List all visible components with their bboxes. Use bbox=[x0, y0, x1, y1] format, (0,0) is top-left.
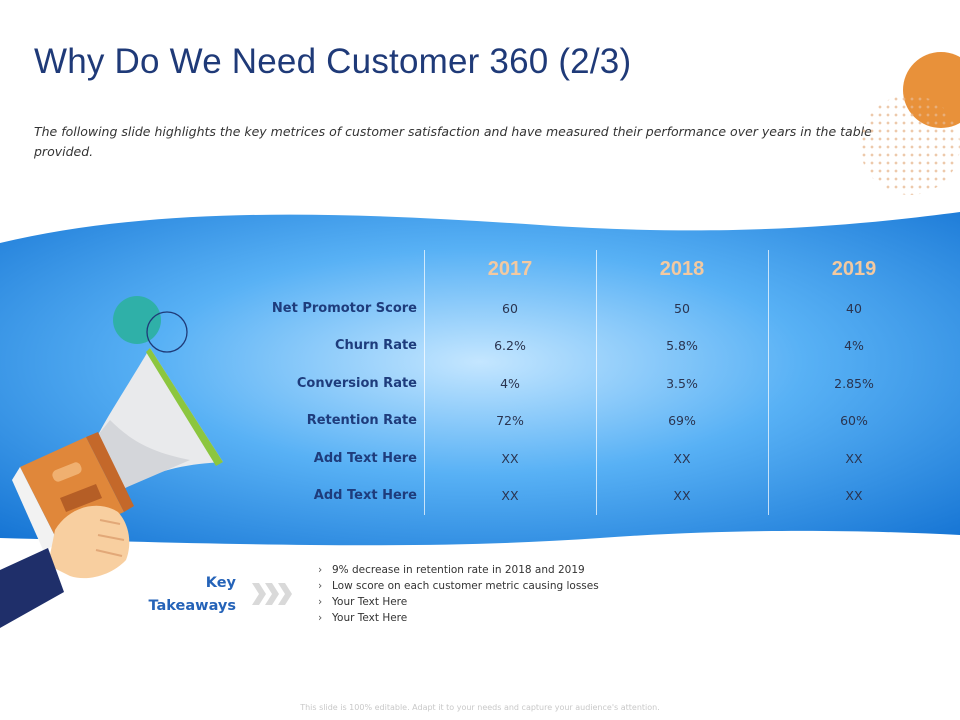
table-cell: XX bbox=[845, 488, 863, 503]
triple-chevron-right-icon bbox=[252, 583, 292, 605]
table-cell: 50 bbox=[674, 301, 690, 316]
table-cell: 60 bbox=[502, 301, 518, 316]
decorative-dot-pattern bbox=[860, 95, 960, 195]
bullet-chevron-icon: › bbox=[318, 612, 323, 624]
table-cell: 2.85% bbox=[834, 376, 874, 391]
table-cell: 5.8% bbox=[666, 338, 698, 353]
table-cell: 60% bbox=[840, 413, 868, 428]
row-label-net-promotor-score: Net Promotor Score bbox=[271, 301, 417, 316]
year-header-2019: 2019 bbox=[831, 258, 877, 280]
table-cell: XX bbox=[501, 451, 519, 466]
table-cell: 6.2% bbox=[494, 338, 526, 353]
row-label-retention-rate: Retention Rate bbox=[306, 413, 417, 428]
year-header-2017: 2017 bbox=[487, 258, 533, 280]
table-cell: 72% bbox=[496, 413, 524, 428]
table-cell: 69% bbox=[668, 413, 696, 428]
bullet-chevron-icon: › bbox=[318, 564, 323, 576]
row-label-churn-rate: Churn Rate bbox=[334, 338, 417, 353]
row-label-conversion-rate: Conversion Rate bbox=[296, 376, 417, 391]
list-item: › 9% decrease in retention rate in 2018 a… bbox=[318, 564, 585, 576]
column-divider bbox=[424, 250, 425, 515]
row-label-add-text: Add Text Here bbox=[313, 451, 417, 466]
row-label-add-text: Add Text Here bbox=[313, 488, 417, 503]
bullet-chevron-icon: › bbox=[318, 596, 323, 608]
table-cell: XX bbox=[501, 488, 519, 503]
table-cell: XX bbox=[673, 451, 691, 466]
list-item: › Low score on each customer metric causi… bbox=[318, 580, 599, 592]
footer-note: This slide is 100% editable. Adapt it to… bbox=[300, 703, 660, 712]
table-cell: 4% bbox=[500, 376, 520, 391]
megaphone-icon bbox=[0, 296, 223, 628]
table-cell: XX bbox=[845, 451, 863, 466]
table-cell: 4% bbox=[844, 338, 864, 353]
table-cell: 3.5% bbox=[666, 376, 698, 391]
slide-subtitle: The following slide highlights the key m… bbox=[34, 124, 872, 159]
key-takeaways-title-line1: Key bbox=[205, 575, 236, 591]
table-cell: 40 bbox=[846, 301, 862, 316]
year-header-2018: 2018 bbox=[659, 258, 705, 280]
table-cell: XX bbox=[673, 488, 691, 503]
list-item: › Your Text Here bbox=[318, 612, 408, 624]
column-divider bbox=[596, 250, 597, 515]
column-divider bbox=[768, 250, 769, 515]
key-takeaways-list: › 9% decrease in retention rate in 2018 a… bbox=[318, 562, 599, 626]
slide-title: Why Do We Need Customer 360 (2/3) bbox=[34, 42, 632, 81]
list-item: › Your Text Here bbox=[318, 596, 408, 608]
key-takeaways-title-line2: Takeaways bbox=[148, 598, 237, 614]
key-takeaways-title: Key Takeaways bbox=[130, 572, 237, 618]
bullet-chevron-icon: › bbox=[318, 580, 323, 592]
